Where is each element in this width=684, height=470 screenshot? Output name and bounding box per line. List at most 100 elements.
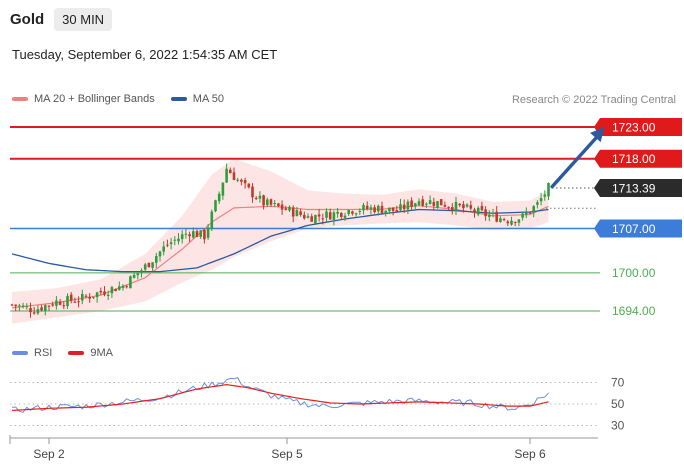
candle-body xyxy=(62,305,66,307)
legend-label-9ma: 9MA xyxy=(90,347,113,359)
candle-body xyxy=(484,209,487,217)
candle-body xyxy=(465,204,469,207)
candle-body xyxy=(306,216,310,218)
candle-body xyxy=(73,301,77,303)
candle-body xyxy=(251,186,254,198)
candle-body xyxy=(402,204,406,210)
candle-body xyxy=(266,199,269,205)
candle-body xyxy=(328,212,332,220)
candle-body xyxy=(439,199,443,206)
candle-body xyxy=(391,207,395,211)
candle-body xyxy=(428,200,432,205)
candle-body xyxy=(336,211,339,214)
timeframe-badge[interactable]: 30 MIN xyxy=(54,8,113,31)
candle-body xyxy=(288,206,291,211)
candle-body xyxy=(177,238,180,242)
candle-body xyxy=(162,246,165,252)
candle-body xyxy=(373,207,376,213)
candle-body xyxy=(180,234,184,240)
candle-body xyxy=(510,220,513,225)
candle-body xyxy=(81,293,84,301)
candle-body xyxy=(236,179,239,181)
level-label: 1700.00 xyxy=(612,266,656,280)
candle-body xyxy=(118,286,121,290)
candle-body xyxy=(414,203,417,207)
candle-body xyxy=(325,211,328,218)
candle-body xyxy=(232,172,236,180)
candle-body xyxy=(210,211,214,229)
candle-body xyxy=(425,203,428,205)
candle-body xyxy=(184,233,188,235)
candle-body xyxy=(502,219,506,221)
candle-body xyxy=(44,305,47,311)
candle-body xyxy=(240,179,243,182)
level-tag xyxy=(594,178,682,197)
candle-body xyxy=(169,242,173,245)
candle-body xyxy=(521,213,524,218)
level-label: 1713.39 xyxy=(612,181,656,195)
candle-body xyxy=(269,199,273,205)
candle-body xyxy=(214,200,217,212)
candle-body xyxy=(173,239,177,241)
candle-body xyxy=(310,216,313,222)
legend-swatch-rsi xyxy=(12,351,28,355)
candle-body xyxy=(291,207,295,217)
candle-body xyxy=(69,294,73,301)
candle-body xyxy=(203,229,206,240)
candle-body xyxy=(106,294,110,297)
forecast-arrow-head xyxy=(590,127,605,143)
candle-body xyxy=(295,210,299,217)
candle-body xyxy=(462,204,465,209)
x-tick-label: Sep 2 xyxy=(33,447,65,461)
candle-body xyxy=(114,288,117,292)
rsi-tick-label: 70 xyxy=(611,376,625,390)
x-tick-label: Sep 6 xyxy=(514,447,546,461)
bollinger-band-area xyxy=(12,158,549,324)
candle-body xyxy=(155,256,158,263)
candle-body xyxy=(303,214,306,219)
candle-body xyxy=(121,285,125,289)
legend-swatch-ma50 xyxy=(170,97,187,101)
candle-body xyxy=(10,304,14,306)
candle-body xyxy=(351,211,354,214)
candle-body xyxy=(340,212,343,217)
candle-body xyxy=(447,206,450,208)
candle-body xyxy=(225,168,228,183)
level-label: 1723.00 xyxy=(612,121,656,135)
legend-label-ma50: MA 50 xyxy=(192,93,224,105)
legend-item-ma20: MA 20 + Bollinger Bands xyxy=(12,93,155,105)
main-legend: MA 20 + Bollinger Bands MA 50 xyxy=(12,93,224,105)
candle-body xyxy=(499,218,502,222)
candle-body xyxy=(221,182,225,196)
candle-body xyxy=(140,270,143,273)
x-tick-label: Sep 5 xyxy=(271,447,303,461)
candle-body xyxy=(99,290,103,293)
ma20-line xyxy=(11,205,549,309)
candle-body xyxy=(399,204,402,211)
rsi-ma9-line xyxy=(11,384,549,412)
candle-body xyxy=(528,212,532,214)
candle-body xyxy=(488,214,491,217)
candle-body xyxy=(32,312,36,314)
candle-body xyxy=(388,207,391,212)
rsi-tick-label: 30 xyxy=(611,419,625,433)
candle-body xyxy=(443,204,447,207)
candle-body xyxy=(136,273,140,276)
candle-body xyxy=(125,286,128,288)
candle-body xyxy=(525,212,528,215)
candle-body xyxy=(539,198,543,202)
candle-body xyxy=(151,262,154,268)
candle-body xyxy=(166,244,169,246)
candle-body xyxy=(321,218,325,220)
level-tag xyxy=(594,219,682,238)
candle-body xyxy=(277,203,280,207)
candle-body xyxy=(95,292,99,298)
candle-body xyxy=(77,301,80,303)
candle-body xyxy=(380,205,384,214)
candle-body xyxy=(29,308,32,313)
candle-body xyxy=(88,296,91,299)
rsi-tick-label: 50 xyxy=(611,397,625,411)
legend-item-9ma: 9MA xyxy=(68,347,113,359)
candle-body xyxy=(14,304,17,307)
